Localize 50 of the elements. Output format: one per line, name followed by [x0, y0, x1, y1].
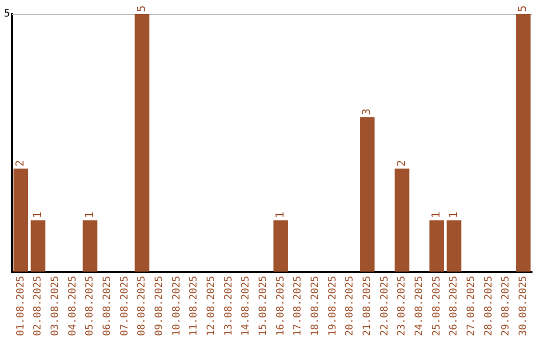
data-label: 2 — [14, 160, 27, 167]
x-tick-label: 10.08.2025 — [171, 276, 182, 336]
x-tick-label: 27.08.2025 — [466, 276, 477, 336]
bar — [273, 220, 288, 272]
bar — [134, 14, 150, 272]
x-tick-label: 14.08.2025 — [240, 276, 252, 336]
data-label: 1 — [30, 212, 44, 218]
data-label: 5 — [134, 5, 148, 12]
x-tick-label: 22.08.2025 — [379, 276, 390, 336]
x-tick-label: 03.08.2025 — [50, 276, 61, 336]
x-tick-label: 15.08.2025 — [258, 276, 269, 336]
bar — [394, 168, 410, 272]
x-tick-label: 06.08.2025 — [102, 276, 113, 336]
x-tick-label: 17.08.2025 — [292, 276, 304, 336]
data-label: 2 — [394, 160, 408, 167]
x-tick-label: 20.08.2025 — [344, 276, 356, 336]
data-label: 1 — [82, 212, 96, 218]
x-tick-label: 12.08.2025 — [206, 276, 217, 336]
x-tick-label: 07.08.2025 — [119, 276, 130, 336]
x-tick-label: 16.08.2025 — [275, 276, 286, 336]
x-tick-label: 18.08.2025 — [310, 276, 321, 336]
x-tick-label: 13.08.2025 — [223, 276, 234, 336]
bar — [30, 220, 46, 272]
x-tick-label: 11.08.2025 — [188, 276, 200, 336]
bar — [446, 220, 462, 272]
data-label: 1 — [274, 212, 287, 218]
x-tick-label: 02.08.2025 — [32, 276, 44, 336]
x-tick-label: 24.08.2025 — [414, 276, 425, 336]
bar — [516, 14, 531, 272]
data-label: 3 — [360, 108, 374, 116]
x-tick-label: 26.08.2025 — [448, 276, 460, 336]
x-tick-label: 04.08.2025 — [67, 276, 78, 336]
data-label: 1 — [446, 212, 460, 218]
x-tick-label: 21.08.2025 — [362, 276, 373, 336]
x-tick-label: 29.08.2025 — [500, 276, 512, 336]
x-tick-label: 25.08.2025 — [431, 276, 442, 336]
data-label: 5 — [516, 5, 530, 12]
x-tick-label: 05.08.2025 — [84, 276, 96, 336]
bar — [360, 117, 375, 272]
bar — [429, 220, 444, 272]
x-tick-label: 23.08.2025 — [396, 276, 408, 336]
x-tick-label: 30.08.2025 — [518, 276, 529, 336]
data-label: 1 — [430, 212, 443, 218]
x-tick-label: 28.08.2025 — [483, 276, 494, 336]
bar — [82, 220, 98, 272]
x-tick-label: 01.08.2025 — [15, 276, 26, 336]
x-tick-label: 09.08.2025 — [154, 276, 165, 336]
bar — [13, 168, 28, 272]
x-tick-label: 08.08.2025 — [136, 276, 148, 336]
x-tick-label: 19.08.2025 — [327, 276, 338, 336]
